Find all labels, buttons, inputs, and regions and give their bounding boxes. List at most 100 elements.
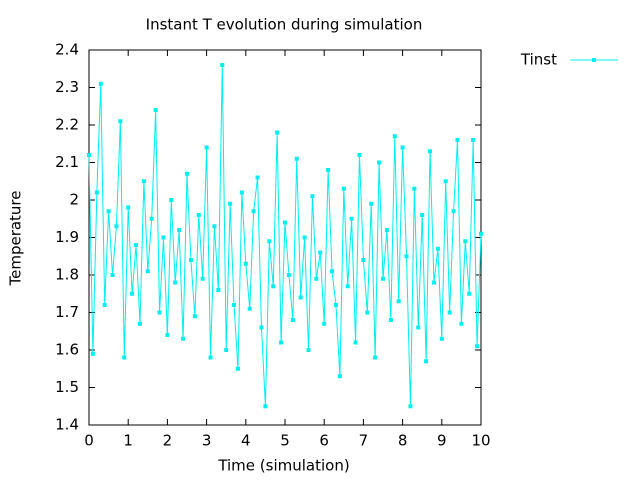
x-tick-label: 5	[280, 432, 290, 450]
point	[459, 321, 464, 326]
point	[271, 284, 276, 289]
point	[216, 288, 221, 292]
point	[333, 303, 338, 307]
y-tick-label: 1.8	[55, 266, 79, 284]
point	[467, 291, 472, 296]
x-tick-label: 2	[163, 432, 173, 450]
point	[196, 213, 201, 217]
point	[318, 250, 323, 255]
y-tick-label: 2.4	[55, 41, 79, 59]
y-axis-label: Temperature	[7, 190, 25, 286]
point	[420, 213, 425, 217]
point	[435, 246, 440, 251]
point	[373, 355, 378, 360]
point	[463, 239, 468, 244]
point	[404, 254, 409, 259]
point	[345, 284, 350, 289]
y-tick-label: 1.7	[55, 303, 79, 321]
y-tick-label: 2.1	[55, 153, 79, 171]
point	[310, 194, 315, 199]
point	[369, 201, 374, 206]
point	[279, 340, 284, 345]
point	[255, 175, 260, 180]
x-tick-label: 4	[241, 432, 251, 450]
point	[408, 404, 413, 409]
point	[247, 306, 252, 311]
point	[443, 179, 448, 184]
point	[259, 325, 264, 330]
chart-title: Instant T evolution during simulation	[146, 16, 423, 34]
point	[377, 160, 382, 165]
x-tick-label: 8	[398, 432, 408, 450]
point	[326, 168, 331, 172]
y-tick-label: 1.9	[55, 228, 79, 246]
point	[275, 130, 280, 135]
point	[173, 280, 178, 285]
legend-label: Tinst	[520, 51, 557, 69]
y-tick-label: 1.5	[55, 378, 79, 396]
point	[126, 205, 131, 210]
point	[294, 156, 299, 161]
point	[98, 81, 103, 86]
y-tick-label: 2.3	[55, 78, 79, 96]
point	[192, 314, 197, 319]
point	[185, 171, 189, 176]
point	[102, 303, 107, 307]
point	[286, 273, 291, 277]
point	[181, 336, 186, 341]
point	[330, 269, 335, 274]
point	[251, 209, 256, 214]
point	[306, 348, 311, 352]
point	[475, 344, 480, 349]
y-tick-label: 2	[69, 191, 79, 209]
point	[122, 355, 127, 360]
point	[357, 153, 362, 157]
point	[400, 145, 405, 150]
point	[298, 295, 303, 300]
point	[220, 63, 225, 67]
point	[392, 134, 397, 139]
point	[471, 138, 476, 142]
point	[228, 201, 233, 206]
point	[224, 348, 229, 352]
y-tick-label: 2.2	[55, 116, 79, 134]
x-tick-label: 1	[123, 432, 133, 450]
point	[322, 321, 327, 326]
point	[396, 299, 401, 304]
x-tick-label: 7	[359, 432, 369, 450]
point	[94, 190, 99, 195]
point	[451, 209, 456, 214]
point	[204, 145, 209, 150]
y-tick-label: 1.6	[55, 341, 79, 359]
point	[200, 276, 205, 281]
point	[134, 243, 139, 247]
point	[157, 310, 162, 315]
x-tick-label: 9	[437, 432, 447, 450]
point	[239, 190, 244, 195]
point	[169, 198, 174, 202]
series-line	[88, 64, 482, 407]
point	[455, 138, 460, 142]
point	[243, 261, 248, 266]
point	[283, 220, 287, 225]
point	[337, 374, 342, 379]
point	[424, 359, 429, 364]
x-tick-label: 3	[202, 432, 212, 450]
point	[130, 291, 135, 296]
point	[388, 318, 393, 322]
point	[153, 108, 158, 112]
point	[232, 303, 237, 307]
y-tick-label: 1.4	[55, 416, 79, 434]
point	[361, 258, 366, 262]
point	[384, 228, 389, 232]
point	[165, 333, 170, 337]
point	[145, 269, 150, 274]
point	[381, 276, 385, 281]
point	[188, 258, 193, 262]
point	[302, 235, 307, 240]
legend-marker	[592, 58, 596, 62]
point	[87, 153, 91, 157]
point	[149, 216, 154, 221]
